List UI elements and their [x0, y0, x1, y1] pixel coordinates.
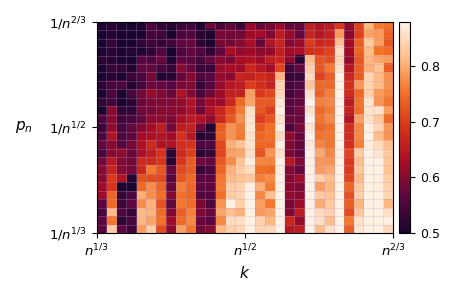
Y-axis label: $p_n$: $p_n$	[15, 119, 33, 135]
X-axis label: $k$: $k$	[239, 265, 251, 281]
